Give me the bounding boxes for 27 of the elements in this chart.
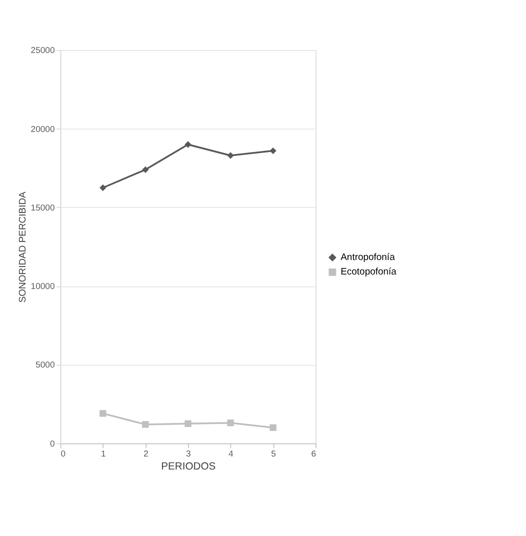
x-tick-label: 3 xyxy=(186,448,192,459)
point xyxy=(227,152,234,159)
y-tick-label: 10000 xyxy=(30,281,55,292)
legend-label: Antropofonía xyxy=(340,252,396,264)
x-tick-label: 5 xyxy=(271,448,276,459)
point xyxy=(184,141,192,148)
y-tick-label: 20000 xyxy=(30,124,55,134)
y-tick-label: 5000 xyxy=(36,360,55,370)
x-tick-label: 1 xyxy=(100,448,106,459)
x-tick-label: 6 xyxy=(311,448,316,459)
x-tick-label: 2 xyxy=(143,448,148,459)
y-axis-title: SONORIDAD PERCIBIDA xyxy=(18,190,29,303)
legend-label: Ecotopofonía xyxy=(340,266,398,278)
point xyxy=(142,166,149,173)
point xyxy=(227,420,234,426)
point xyxy=(142,421,149,428)
point xyxy=(270,424,276,431)
point xyxy=(184,420,192,428)
point xyxy=(100,410,106,417)
x-tick-label: 4 xyxy=(228,448,234,459)
x-axis-title: PERIODOS xyxy=(161,462,216,473)
y-tick-label: 15000 xyxy=(30,202,55,212)
x-tick-label: 0 xyxy=(60,448,66,459)
y-tick-label: 25000 xyxy=(30,45,55,56)
point xyxy=(100,184,106,192)
y-tick-label: 0 xyxy=(50,438,55,448)
point xyxy=(270,147,276,154)
